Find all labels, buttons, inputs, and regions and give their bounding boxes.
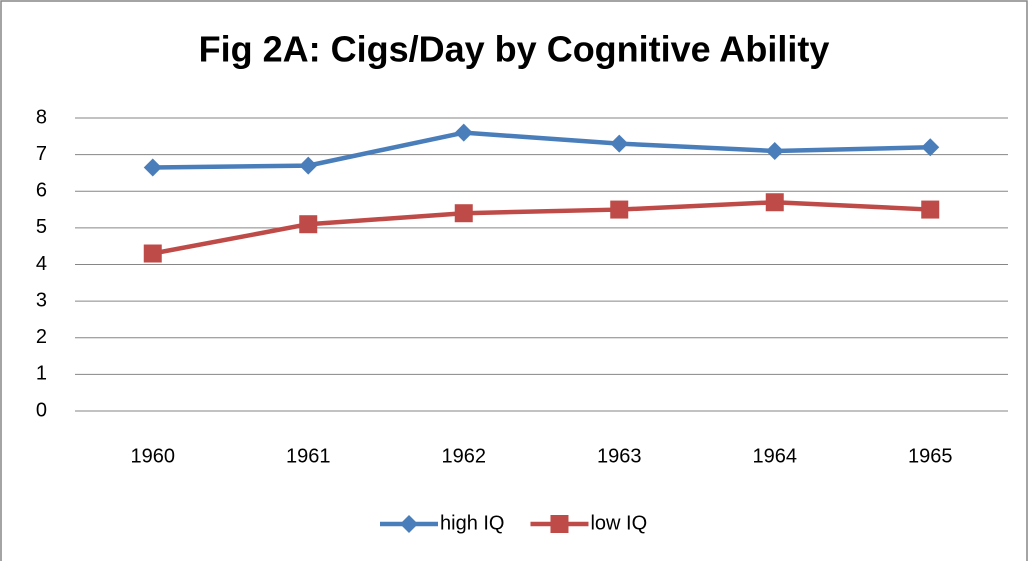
data-point <box>921 200 940 219</box>
legend-marker <box>550 515 569 533</box>
data-point <box>143 158 162 177</box>
y-tick-label: 6 <box>36 180 47 202</box>
data-point <box>299 156 318 175</box>
x-tick-label: 1963 <box>597 445 642 467</box>
legend-label: low IQ <box>590 512 647 534</box>
y-tick-label: 4 <box>36 253 47 275</box>
x-tick-label: 1961 <box>286 445 331 467</box>
y-tick-label: 2 <box>36 326 47 348</box>
chart-title: Fig 2A: Cigs/Day by Cognitive Ability <box>199 29 830 70</box>
y-tick-label: 3 <box>36 289 47 311</box>
y-tick-label: 8 <box>36 106 47 128</box>
y-tick-label: 1 <box>36 363 47 385</box>
series-line <box>152 130 931 170</box>
data-point <box>921 138 940 157</box>
y-tick-label: 0 <box>36 399 47 421</box>
legend-marker <box>400 515 418 533</box>
x-tick-label: 1964 <box>753 445 798 467</box>
data-point <box>765 193 784 212</box>
x-tick-label: 1962 <box>442 445 487 467</box>
data-point <box>610 134 629 153</box>
y-tick-label: 5 <box>36 216 47 238</box>
data-point <box>299 215 318 234</box>
data-point <box>454 123 473 142</box>
x-tick-label: 1965 <box>908 445 953 467</box>
x-tick-label: 1960 <box>131 445 176 467</box>
legend-label: high IQ <box>440 512 504 534</box>
data-point <box>765 141 784 160</box>
y-tick-label: 7 <box>36 143 47 165</box>
data-point <box>454 204 473 223</box>
data-point <box>143 244 162 263</box>
series-line <box>152 199 931 256</box>
data-point <box>610 200 629 219</box>
